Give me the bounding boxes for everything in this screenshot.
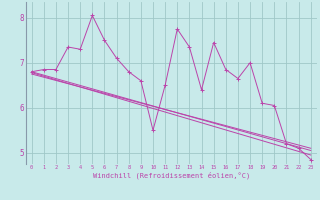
X-axis label: Windchill (Refroidissement éolien,°C): Windchill (Refroidissement éolien,°C) (92, 172, 250, 179)
